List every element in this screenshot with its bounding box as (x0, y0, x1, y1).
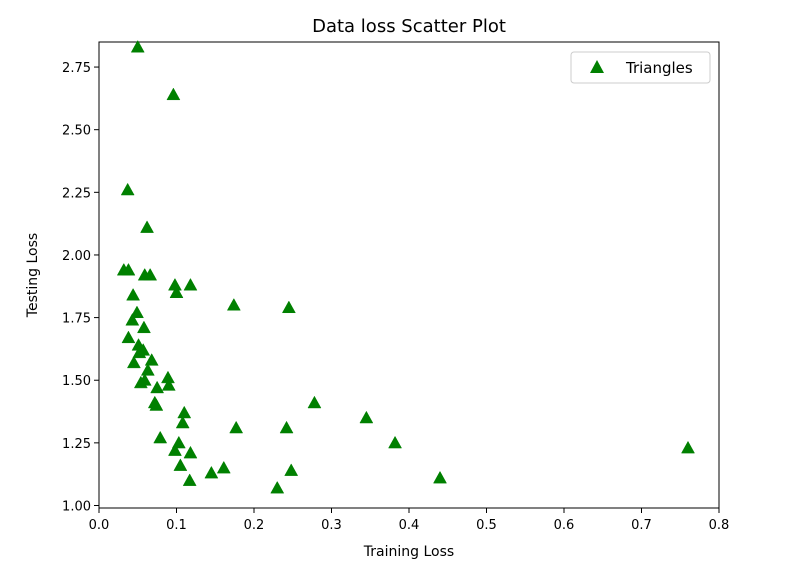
y-tick-label: 2.25 (62, 186, 91, 201)
data-point (149, 398, 164, 411)
data-point (175, 415, 190, 429)
data-point (173, 458, 188, 471)
data-point (132, 345, 147, 359)
data-point (130, 39, 145, 53)
legend: Triangles (570, 51, 711, 84)
data-point (137, 320, 151, 334)
data-point (216, 460, 231, 474)
legend-triangle-icon (590, 60, 604, 73)
x-tick-label: 0.7 (631, 518, 652, 533)
y-tick-label: 2.75 (62, 61, 91, 76)
data-point (161, 378, 176, 391)
y-tick-label: 1.75 (62, 312, 91, 327)
data-point (307, 395, 322, 409)
data-points (116, 39, 695, 494)
data-point (433, 470, 447, 484)
data-point (281, 300, 296, 314)
data-point (121, 262, 136, 276)
data-point (140, 220, 154, 233)
data-point (169, 285, 184, 298)
data-point (359, 410, 374, 424)
data-point (126, 355, 141, 369)
data-point (125, 313, 140, 326)
data-point (144, 353, 159, 366)
x-tick-label: 0.6 (554, 518, 575, 533)
data-point (121, 330, 136, 344)
data-point (226, 298, 241, 311)
data-point (183, 278, 198, 291)
y-axis-label: Testing Loss (25, 233, 41, 318)
data-point (182, 473, 197, 486)
data-point (284, 463, 299, 476)
data-point (120, 182, 135, 196)
data-point (177, 405, 192, 419)
chart-title: Data loss Scatter Plot (312, 16, 506, 37)
y-axis: 1.00 1.25 1.50 1.75 2.00 2.25 2.50 2.75 (62, 61, 99, 514)
data-point (166, 87, 181, 101)
x-tick-label: 0.8 (709, 518, 730, 533)
x-tick-label: 0.0 (89, 518, 110, 533)
y-tick-label: 1.50 (62, 374, 91, 389)
legend-entry-triangles: Triangles (625, 59, 693, 77)
data-point (229, 420, 244, 434)
data-point (168, 443, 182, 456)
data-point (681, 440, 695, 454)
data-point (270, 480, 285, 494)
x-axis-label: Training Loss (363, 544, 454, 560)
y-tick-label: 1.00 (62, 499, 91, 514)
x-tick-label: 0.3 (321, 518, 342, 533)
y-tick-label: 2.00 (62, 249, 91, 264)
x-tick-label: 0.4 (399, 518, 420, 533)
data-point (153, 430, 168, 444)
data-point (143, 267, 158, 281)
data-point (126, 288, 141, 301)
data-point (388, 435, 402, 449)
data-point (140, 363, 155, 376)
data-point (133, 375, 148, 389)
legend-box (570, 51, 711, 84)
y-tick-label: 2.50 (62, 124, 91, 139)
x-tick-label: 0.5 (476, 518, 497, 533)
data-point (279, 420, 294, 434)
x-tick-label: 0.1 (166, 518, 187, 533)
data-point (150, 380, 165, 394)
x-tick-label: 0.2 (244, 518, 265, 533)
data-point (183, 445, 198, 459)
x-axis: 0.0 0.1 0.2 0.3 0.4 0.5 0.6 0.7 0.8 (89, 508, 730, 533)
y-tick-label: 1.25 (62, 437, 91, 452)
plot-area (98, 41, 720, 509)
data-point (130, 305, 144, 319)
data-point (204, 465, 219, 479)
